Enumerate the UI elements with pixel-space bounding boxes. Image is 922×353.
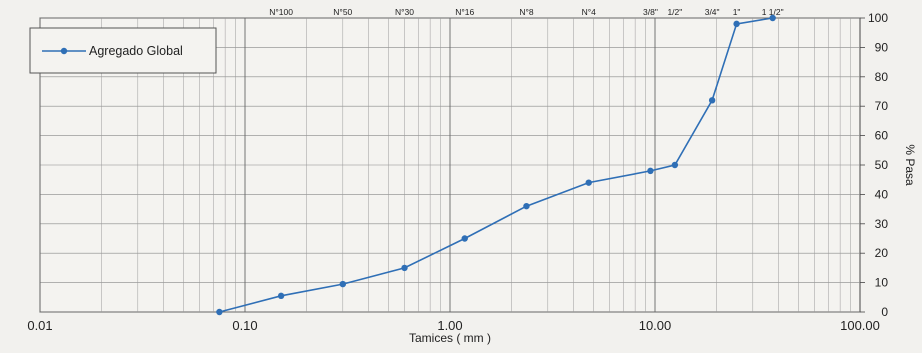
legend-box: [29, 27, 217, 74]
y-tick-labels: 0 10 20 30 40 50 60 70 80 90 100: [860, 11, 888, 319]
y-tick-label: 70: [875, 99, 889, 113]
data-point: [461, 235, 468, 242]
data-point: [769, 14, 776, 22]
series-layer: [216, 14, 776, 316]
y-tick-label: 80: [875, 70, 889, 84]
x-tick-labels: 0.01 0.10 1.00 10.00 100.00: [27, 318, 880, 333]
y-axis-title: % Pasa: [903, 144, 917, 186]
sieve-label: 1 1/2": [762, 7, 784, 17]
sieve-label: N°8: [519, 7, 534, 17]
x-tick-label: 10.00: [639, 318, 672, 333]
x-tick-label: 1.00: [437, 318, 462, 333]
data-point: [733, 20, 740, 28]
sieve-label: N°4: [582, 7, 597, 17]
y-tick-label: 30: [875, 217, 889, 231]
data-point: [523, 202, 530, 210]
y-tick-label: 40: [875, 187, 889, 201]
data-point: [277, 292, 285, 300]
data-point: [339, 280, 347, 288]
legend: Agregado Global: [29, 27, 217, 74]
sieve-label: N°100: [269, 7, 293, 17]
data-point: [585, 179, 592, 186]
sieve-label: N°30: [395, 7, 414, 17]
y-tick-label: 100: [868, 11, 888, 25]
y-tick-label: 60: [875, 129, 889, 143]
data-point: [647, 167, 654, 175]
data-point: [708, 97, 716, 104]
y-tick-label: 0: [881, 305, 888, 319]
sieve-label: 3/4": [705, 7, 720, 17]
y-tick-label: 20: [875, 246, 889, 260]
sieve-label: N°16: [455, 7, 474, 17]
y-tick-label: 90: [875, 40, 889, 54]
data-point: [216, 308, 223, 316]
y-tick-label: 50: [875, 158, 889, 172]
sieve-labels: N°100 N°50 N°30 N°16 N°8 N°4 3/8" 1/2" 3/4" 1" 1 1…: [269, 7, 783, 17]
legend-label: Agregado Global: [89, 44, 183, 58]
x-tick-label: 100.00: [840, 318, 880, 333]
y-tick-label: 10: [875, 276, 889, 290]
sieve-label: 1": [733, 7, 741, 17]
x-axis-title: Tamices ( mm ): [409, 331, 491, 345]
sieve-label: 1/2": [667, 7, 682, 17]
sieve-label: 3/8": [643, 7, 658, 17]
series-line: [219, 17, 773, 313]
data-point: [671, 161, 679, 169]
x-tick-label: 0.01: [27, 318, 52, 333]
sieve-label: N°50: [333, 7, 352, 17]
legend-swatch-marker: [60, 47, 68, 55]
x-tick-label: 0.10: [232, 318, 257, 333]
data-point: [401, 264, 408, 272]
